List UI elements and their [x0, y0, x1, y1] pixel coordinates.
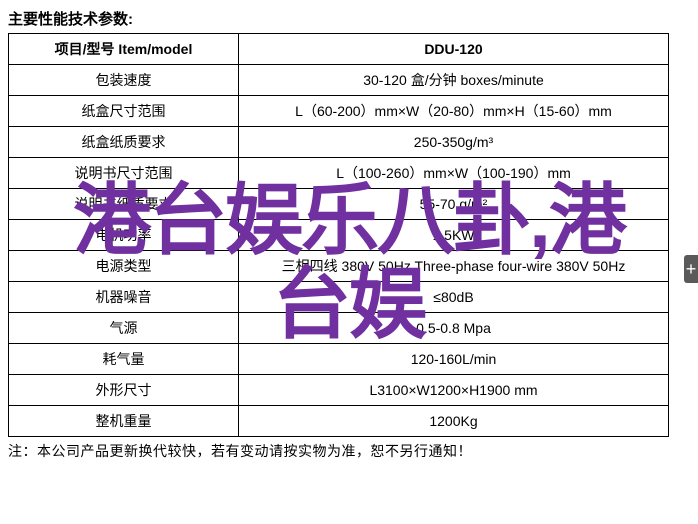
row-value: 250-350g/m³: [239, 127, 669, 158]
row-label: 气源: [9, 313, 239, 344]
row-value: 1200Kg: [239, 406, 669, 437]
table-row: 机器噪音≤80dB: [9, 282, 669, 313]
table-row: 纸盒纸质要求250-350g/m³: [9, 127, 669, 158]
row-value: 120-160L/min: [239, 344, 669, 375]
row-value: L（100-260）mm×W（100-190）mm: [239, 158, 669, 189]
row-label: 纸盒纸质要求: [9, 127, 239, 158]
header-model-value: DDU-120: [239, 34, 669, 65]
section-title: 主要性能技术参数:: [8, 8, 690, 29]
row-label: 耗气量: [9, 344, 239, 375]
row-value: L（60-200）mm×W（20-80）mm×H（15-60）mm: [239, 96, 669, 127]
row-label: 纸盒尺寸范围: [9, 96, 239, 127]
row-label: 机器噪音: [9, 282, 239, 313]
footnote: 注：本公司产品更新换代较快，若有变动请按实物为准，恕不另行通知！: [8, 441, 690, 461]
row-label: 说明书纸质要求: [9, 189, 239, 220]
row-value: 三相四线 380V 50Hz Three-phase four-wire 380…: [239, 251, 669, 282]
table-row: 包装速度30-120 盒/分钟 boxes/minute: [9, 65, 669, 96]
row-label: 电机功率: [9, 220, 239, 251]
row-value: L3100×W1200×H1900 mm: [239, 375, 669, 406]
row-value: 0.5-0.8 Mpa: [239, 313, 669, 344]
row-label: 包装速度: [9, 65, 239, 96]
row-label: 说明书尺寸范围: [9, 158, 239, 189]
table-row: 电源类型三相四线 380V 50Hz Three-phase four-wire…: [9, 251, 669, 282]
row-value: 30-120 盒/分钟 boxes/minute: [239, 65, 669, 96]
spec-table: 项目/型号 Item/model DDU-120 包装速度30-120 盒/分钟…: [8, 33, 669, 437]
row-label: 整机重量: [9, 406, 239, 437]
table-header-row: 项目/型号 Item/model DDU-120: [9, 34, 669, 65]
table-row: 电机功率1.5KW: [9, 220, 669, 251]
row-value: 1.5KW: [239, 220, 669, 251]
table-row: 说明书纸质要求55-70 g/m²: [9, 189, 669, 220]
side-expand-tab[interactable]: +: [684, 255, 698, 283]
row-label: 外形尺寸: [9, 375, 239, 406]
row-value: 55-70 g/m²: [239, 189, 669, 220]
table-row: 外形尺寸L3100×W1200×H1900 mm: [9, 375, 669, 406]
row-label: 电源类型: [9, 251, 239, 282]
header-item-model: 项目/型号 Item/model: [9, 34, 239, 65]
row-value: ≤80dB: [239, 282, 669, 313]
table-row: 气源0.5-0.8 Mpa: [9, 313, 669, 344]
table-row: 耗气量120-160L/min: [9, 344, 669, 375]
table-row: 整机重量1200Kg: [9, 406, 669, 437]
table-row: 纸盒尺寸范围L（60-200）mm×W（20-80）mm×H（15-60）mm: [9, 96, 669, 127]
table-row: 说明书尺寸范围L（100-260）mm×W（100-190）mm: [9, 158, 669, 189]
